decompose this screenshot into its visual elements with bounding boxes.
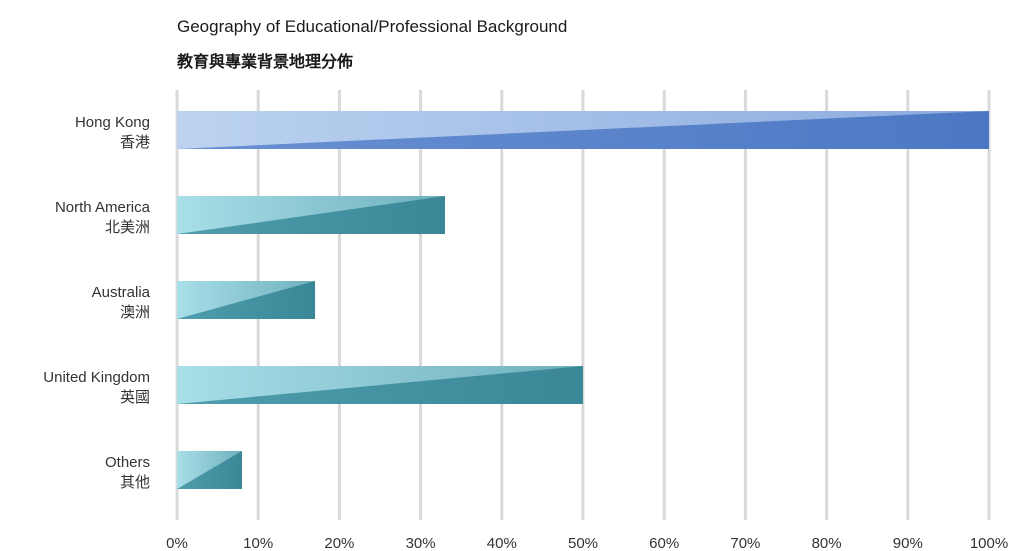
x-tick-label: 100% bbox=[970, 535, 1008, 551]
bar-dark-face bbox=[177, 366, 583, 404]
gridlines bbox=[175, 90, 991, 520]
category-label-en: Hong Kong bbox=[75, 114, 150, 131]
category-label-en: Australia bbox=[92, 284, 151, 301]
x-tick-label: 0% bbox=[166, 535, 188, 551]
x-tick-label: 70% bbox=[730, 535, 760, 551]
category-label-en: North America bbox=[55, 199, 151, 216]
bar-dark-face bbox=[177, 281, 316, 319]
x-tick-label: 20% bbox=[324, 535, 354, 551]
bar bbox=[177, 196, 445, 234]
x-tick-label: 60% bbox=[649, 535, 679, 551]
bar bbox=[177, 451, 242, 489]
x-tick-label: 10% bbox=[243, 535, 273, 551]
category-label-en: United Kingdom bbox=[43, 369, 150, 386]
category-label-zh: 其他 bbox=[120, 474, 150, 491]
bars bbox=[177, 111, 989, 489]
bar-dark-face bbox=[177, 451, 242, 489]
category-labels: Hong Kong 香港 North America 北美洲 Australia 澳洲 Un… bbox=[43, 114, 150, 491]
category-label-zh: 北美洲 bbox=[105, 219, 150, 236]
category-label-zh: 英國 bbox=[120, 388, 150, 406]
bar bbox=[177, 111, 989, 149]
x-tick-label: 30% bbox=[406, 535, 436, 551]
bar-dark-face bbox=[177, 196, 445, 234]
chart-subtitle: 教育與專業背景地理分佈 bbox=[177, 52, 353, 71]
x-tick-label: 40% bbox=[487, 535, 517, 551]
chart-title: Geography of Educational/Professional Ba… bbox=[177, 17, 567, 36]
bar bbox=[177, 281, 316, 319]
x-tick-label: 90% bbox=[893, 535, 923, 551]
category-label-en: Others bbox=[105, 454, 150, 471]
x-axis-tick-labels: 0% 10% 20% 30% 40% 50% 60% 70% 80% 90% 100% bbox=[166, 535, 1008, 551]
bar bbox=[177, 366, 583, 404]
x-tick-label: 80% bbox=[812, 535, 842, 551]
bar-dark-face bbox=[177, 111, 989, 149]
category-label-zh: 香港 bbox=[120, 134, 150, 151]
x-tick-label: 50% bbox=[568, 535, 598, 551]
category-label-zh: 澳洲 bbox=[120, 304, 150, 321]
